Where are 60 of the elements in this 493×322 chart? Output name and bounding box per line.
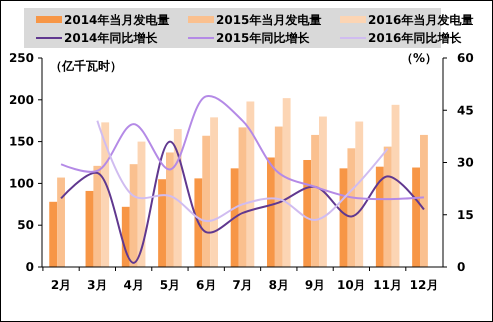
x-tick-label: 10月 (337, 278, 366, 292)
bar (420, 134, 428, 267)
y2-tick-label: 15 (457, 208, 474, 222)
bar (230, 168, 239, 267)
legend-label: 2015年同比增长 (216, 31, 310, 45)
x-tick-label: 9月 (304, 278, 326, 292)
bar (166, 152, 174, 267)
bar (138, 142, 146, 267)
bar (93, 166, 102, 267)
y-tick-label: 0 (26, 260, 34, 274)
bar (384, 146, 392, 267)
bar (86, 190, 94, 267)
line-series (96, 120, 389, 222)
y-tick-label: 150 (8, 134, 34, 149)
bar (246, 101, 254, 267)
y-tick-label: 200 (8, 92, 34, 107)
legend-label: 2014年同比增长 (64, 31, 158, 45)
legend-label: 2016年同比增长 (368, 31, 462, 45)
legend-label: 2015年当月发电量 (216, 13, 322, 27)
bar (194, 178, 202, 267)
bar (57, 178, 65, 267)
line-series (60, 95, 425, 200)
y2-tick-label: 60 (457, 51, 474, 65)
y-tick-label: 50 (17, 218, 34, 232)
x-tick-label: 2月 (50, 278, 72, 292)
bar (311, 134, 320, 267)
bar (319, 116, 327, 267)
y2-axis-title: （%） (400, 51, 437, 65)
bar (340, 168, 348, 267)
bar (130, 164, 138, 267)
x-tick-label: 7月 (232, 278, 253, 292)
bar (392, 104, 400, 267)
x-tick-label: 5月 (160, 278, 180, 292)
y-axis-title: （亿千瓦时） (50, 59, 122, 73)
x-tick-label: 11月 (373, 278, 402, 292)
bar (347, 148, 356, 267)
bar (412, 168, 420, 267)
x-tick-label: 8月 (268, 278, 289, 292)
line-series (60, 140, 425, 264)
x-tick-label: 12月 (410, 278, 438, 292)
bar (376, 166, 384, 267)
bar (238, 127, 246, 267)
y2-tick-label: 30 (457, 156, 474, 170)
bar (202, 136, 210, 267)
bar (210, 117, 218, 267)
bar (274, 126, 283, 267)
bar (266, 157, 275, 267)
x-tick-label: 3月 (87, 278, 108, 292)
x-tick-label: 6月 (196, 278, 216, 292)
legend-label: 2014年当月发电量 (64, 13, 170, 27)
bar (282, 98, 291, 267)
y2-tick-label: 45 (457, 103, 474, 118)
bar (49, 202, 58, 267)
bar (355, 122, 364, 267)
y-tick-label: 100 (8, 176, 34, 190)
legend-label: 2016年当月发电量 (368, 13, 474, 27)
y-tick-label: 250 (8, 51, 34, 65)
bar (158, 179, 166, 267)
y2-tick-label: 0 (457, 260, 466, 274)
x-tick-label: 4月 (123, 278, 144, 292)
